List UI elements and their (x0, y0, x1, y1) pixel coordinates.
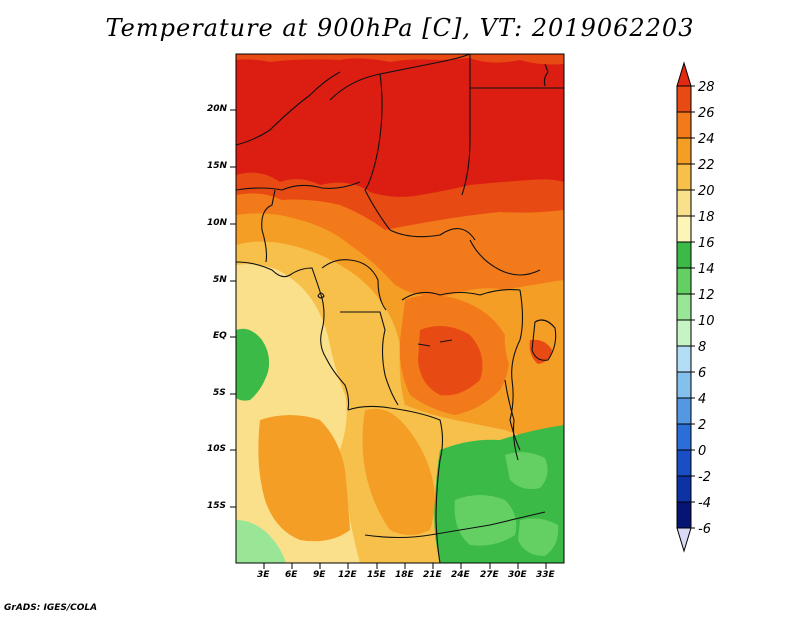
lon-label-12e: 12E (338, 570, 357, 580)
colorbar-swatch (676, 371, 692, 399)
colorbar-label: 4 (698, 392, 706, 407)
colorbar-swatch (676, 423, 692, 451)
colorbar-swatch (676, 397, 692, 425)
colorbar-label: -2 (698, 470, 711, 485)
lat-label-10n: 10N (207, 218, 228, 228)
lat-label-10s: 10S (207, 444, 227, 454)
lon-label-15e: 15E (367, 570, 386, 580)
colorbar-swatch (676, 137, 692, 165)
lon-label-21e: 21E (423, 570, 442, 580)
colorbar-label: 28 (698, 80, 715, 95)
lat-label-5s: 5S (213, 388, 226, 398)
map-title: Temperature at 900hPa [C], VT: 201906220… (105, 14, 695, 42)
lon-label-9e: 9E (313, 570, 326, 580)
colorbar-swatch (676, 475, 692, 503)
longitude-ticks (263, 563, 547, 569)
lon-label-24e: 24E (451, 570, 470, 580)
colorbar-label: 2 (698, 418, 706, 433)
lon-label-18e: 18E (395, 570, 414, 580)
lon-label-27e: 27E (480, 570, 499, 580)
colorbar-swatch (676, 319, 692, 347)
colorbar-swatch (676, 449, 692, 477)
colorbar-label: 14 (698, 262, 715, 277)
colorbar-swatch (676, 111, 692, 139)
colorbar-label: 0 (698, 444, 706, 459)
lon-label-3e: 3E (257, 570, 270, 580)
colorbar-label: 12 (698, 288, 715, 303)
colorbar-bottom-triangle (676, 527, 692, 553)
colorbar-label: 18 (698, 210, 715, 225)
colorbar-swatch (676, 267, 692, 295)
colorbar-label: 22 (698, 158, 715, 173)
lat-label-20n: 20N (207, 104, 228, 114)
colorbar-swatch (676, 345, 692, 373)
lon-label-30e: 30E (508, 570, 527, 580)
colorbar-swatch (676, 215, 692, 243)
colorbar-swatch (676, 241, 692, 269)
colorbar-swatch (676, 501, 692, 529)
colorbar-top-triangle (676, 61, 692, 87)
colorbar-label: 6 (698, 366, 706, 381)
footer-credit: GrADS: IGES/COLA (4, 603, 98, 613)
colorbar-label: -4 (698, 496, 711, 511)
lon-label-6e: 6E (285, 570, 298, 580)
colorbar-label: -6 (698, 522, 711, 537)
temperature-field (236, 54, 564, 563)
colorbar-label: 10 (698, 314, 715, 329)
colorbar-label: 20 (698, 184, 715, 199)
colorbar-swatch (676, 189, 692, 217)
colorbar-swatch (676, 163, 692, 191)
lat-label-15s: 15S (207, 501, 227, 511)
colorbar-label: 26 (698, 106, 715, 121)
country-borders (236, 54, 564, 563)
colorbar-swatch (676, 293, 692, 321)
latitude-ticks (230, 109, 236, 508)
colorbar-swatch (676, 85, 692, 113)
colorbar-label: 8 (698, 340, 706, 355)
lat-label-15n: 15N (207, 161, 228, 171)
colorbar-label: 24 (698, 132, 715, 147)
lat-label-5n: 5N (213, 275, 227, 285)
lat-label-eq: EQ (213, 331, 227, 341)
colorbar-label: 16 (698, 236, 715, 251)
lon-label-33e: 33E (536, 570, 555, 580)
